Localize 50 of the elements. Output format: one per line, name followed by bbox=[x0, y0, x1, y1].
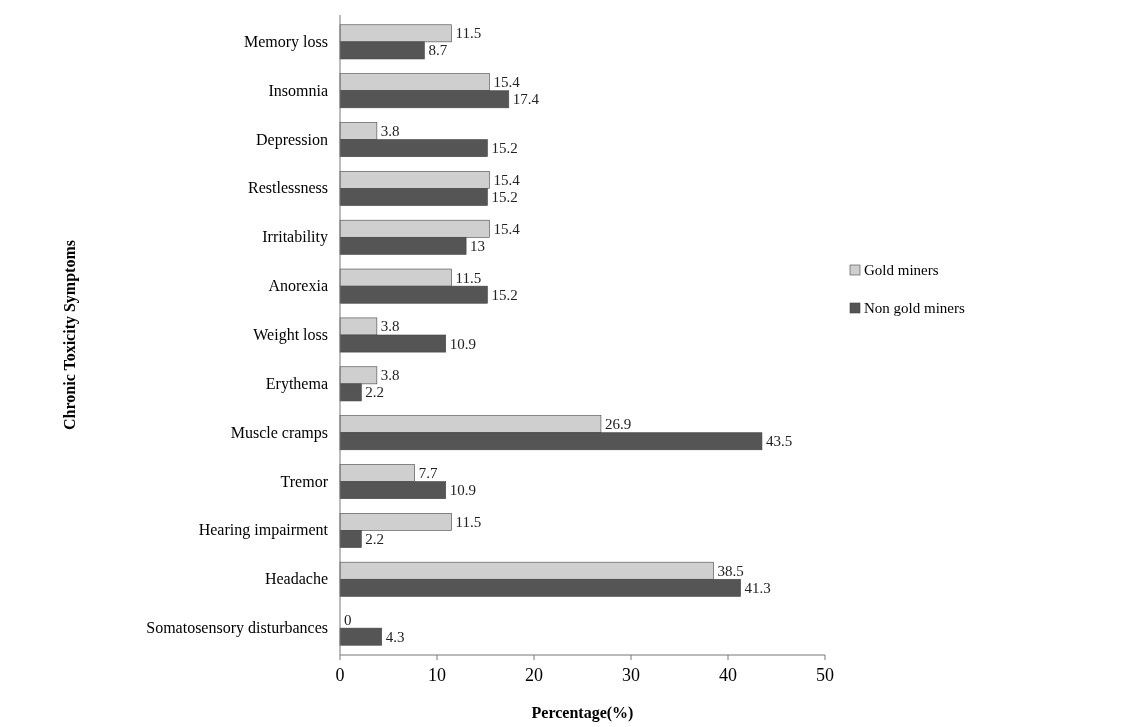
data-label: 17.4 bbox=[512, 91, 540, 108]
data-label: 11.5 bbox=[455, 25, 482, 42]
data-label: 11.5 bbox=[455, 269, 482, 286]
data-label: 7.7 bbox=[418, 465, 438, 482]
y-tick-label: Headache bbox=[264, 570, 328, 588]
y-tick-label: Tremor bbox=[280, 472, 329, 490]
legend-label: Non gold miners bbox=[864, 300, 965, 316]
data-label: 15.4 bbox=[493, 220, 521, 237]
x-axis-title: Percentage(%) bbox=[531, 704, 634, 722]
data-label: 3.8 bbox=[380, 367, 400, 384]
y-tick-label: Depression bbox=[256, 130, 328, 149]
y-tick-label: Anorexia bbox=[268, 277, 328, 295]
data-label: 2.2 bbox=[365, 530, 385, 547]
y-tick-label: Muscle cramps bbox=[230, 423, 328, 442]
data-label: 15.4 bbox=[493, 74, 521, 91]
x-tick-label: 10 bbox=[428, 665, 446, 685]
data-label: 38.5 bbox=[717, 562, 744, 579]
legend-label: Gold miners bbox=[864, 262, 939, 278]
x-tick-label: 50 bbox=[816, 665, 834, 685]
y-tick-label: Insomnia bbox=[268, 81, 328, 99]
data-label: 4.3 bbox=[385, 628, 405, 645]
data-label: 2.2 bbox=[365, 384, 385, 401]
x-tick-label: 30 bbox=[622, 665, 640, 685]
y-tick-label: Restlessness bbox=[248, 179, 328, 197]
y-tick-label: Hearing impairment bbox=[198, 521, 329, 540]
x-tick-label: 20 bbox=[525, 665, 543, 685]
y-tick-label: Erythema bbox=[265, 374, 328, 393]
data-label: 15.2 bbox=[491, 140, 518, 157]
data-label: 15.4 bbox=[493, 171, 521, 188]
data-label: 15.2 bbox=[491, 188, 518, 205]
y-tick-label: Irritability bbox=[262, 228, 328, 247]
data-label: 0 bbox=[344, 611, 352, 628]
y-tick-label: Somatosensory disturbances bbox=[146, 619, 328, 638]
y-axis-title: Chronic Toxicity Symptoms bbox=[61, 240, 79, 430]
data-label: 15.2 bbox=[491, 286, 518, 303]
data-label: 41.3 bbox=[744, 579, 771, 596]
x-tick-label: 0 bbox=[335, 665, 345, 685]
data-label: 8.7 bbox=[428, 42, 448, 59]
data-label: 10.9 bbox=[449, 335, 476, 352]
x-tick-label: 40 bbox=[719, 665, 737, 685]
data-label: 11.5 bbox=[455, 513, 482, 530]
bar bbox=[339, 627, 383, 646]
data-label: 13 bbox=[470, 237, 486, 254]
y-tick-label: Memory loss bbox=[244, 32, 328, 51]
y-tick-label: Weight loss bbox=[253, 326, 328, 344]
data-label: 3.8 bbox=[380, 318, 400, 335]
data-label: 3.8 bbox=[380, 123, 400, 140]
data-label: 26.9 bbox=[604, 416, 632, 433]
data-label: 10.9 bbox=[449, 482, 476, 499]
data-label: 43.5 bbox=[765, 433, 793, 450]
